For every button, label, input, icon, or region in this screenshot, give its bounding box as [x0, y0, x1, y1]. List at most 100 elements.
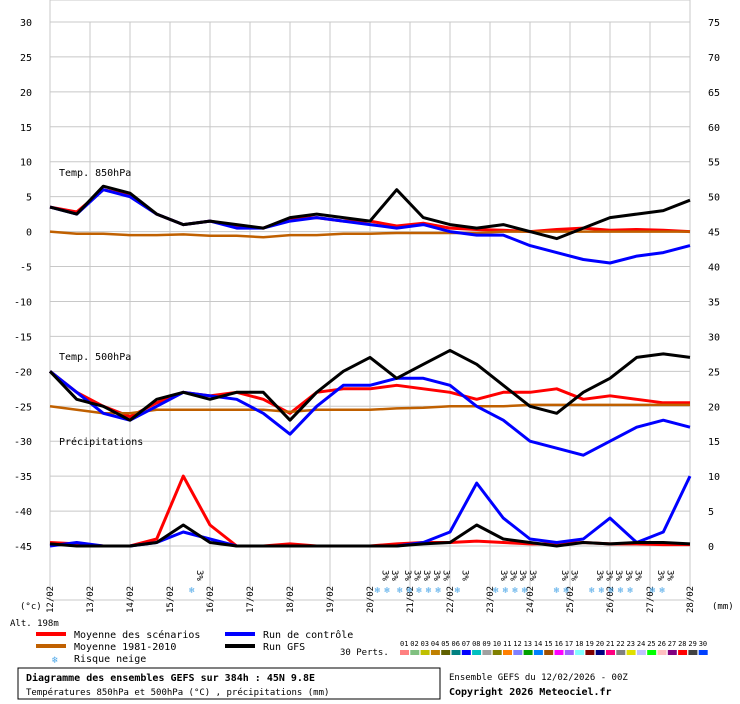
- perturbation-swatch: [626, 650, 636, 655]
- perturbation-swatch: [606, 650, 615, 655]
- right-tick-label: 55: [708, 158, 720, 169]
- snowflake-icon: ❄: [554, 586, 560, 596]
- snow-risk-label: 3%: [559, 570, 569, 581]
- perturbation-swatch: [441, 650, 451, 655]
- perturbation-swatch: [533, 650, 543, 655]
- snow-risk-label: 3%: [604, 570, 614, 581]
- perturbation-swatch: [688, 650, 698, 655]
- legend-snow: Risque neige: [74, 654, 146, 665]
- snowflake-icon: ❄: [435, 586, 441, 596]
- perturbation-swatch: [430, 650, 440, 655]
- date-label: 26/02: [606, 586, 616, 613]
- right-tick-label: 15: [708, 437, 720, 448]
- date-label: 13/02: [86, 586, 96, 613]
- legend-clim: Moyenne 1981-2010: [74, 642, 176, 653]
- left-tick-label: -15: [14, 332, 32, 343]
- snow-risk-label: 3%: [412, 570, 422, 581]
- perturbation-swatch: [698, 650, 708, 655]
- snow-risk-label: 3%: [440, 570, 450, 581]
- date-label: 19/02: [326, 586, 336, 613]
- left-tick-label: -5: [20, 263, 32, 274]
- perturbation-id: 19: [585, 640, 593, 648]
- left-tick-label: 30: [20, 18, 32, 29]
- series-moyenne-1981-2010-t500: [49, 403, 690, 415]
- perturbation-id: 17: [565, 640, 573, 648]
- perturbation-id: 25: [647, 640, 655, 648]
- perturbation-swatch: [461, 650, 471, 655]
- date-label: 16/02: [206, 586, 216, 613]
- right-tick-label: 0: [708, 542, 714, 553]
- perturbation-swatch: [554, 650, 564, 655]
- perturbation-swatch: [657, 650, 667, 655]
- perturbation-id: 08: [472, 640, 480, 648]
- snowflake-icon: ❄: [503, 586, 509, 596]
- snowflake-icon: ❄: [659, 586, 665, 596]
- series-moyenne-des-sc-narios-t500: [49, 370, 690, 419]
- snow-risk-label: 3%: [380, 570, 390, 581]
- left-tick-label: 20: [20, 88, 32, 99]
- right-tick-label: 10: [708, 472, 720, 483]
- perturbation-id: 26: [658, 640, 666, 648]
- right-tick-label: 40: [708, 263, 720, 274]
- date-label: 27/02: [646, 586, 656, 613]
- altitude-label: Alt. 198m: [10, 619, 59, 629]
- snow-risk-label: 3%: [389, 570, 399, 581]
- snowflake-icon: ❄: [416, 586, 422, 596]
- footer: Alt. 198m Moyenne des scénarios Moyenne …: [10, 619, 708, 700]
- perturbation-swatch: [523, 650, 533, 655]
- perturbation-swatch: [513, 650, 523, 655]
- perturbation-legend: 01 02 03 04 05 06 07 08 09 10 11 12 13 14 15 16 17 18 19 20…: [400, 640, 708, 655]
- title-line2: Températures 850hPa et 500hPa (°C) , pré…: [26, 687, 329, 698]
- right-tick-label: 25: [708, 367, 720, 378]
- snowflake-icon: ❄: [384, 586, 390, 596]
- left-tick-label: 10: [20, 158, 32, 169]
- perturbation-id: 03: [421, 640, 429, 648]
- perturbation-swatch: [585, 650, 595, 655]
- perturbation-swatch: [503, 650, 512, 655]
- perturbation-id: 21: [606, 640, 614, 648]
- series-run-de-contr-le-t500: [49, 370, 691, 457]
- snowflake-icon: ❄: [375, 586, 381, 596]
- snowflake-icon: ❄: [563, 586, 569, 596]
- legend-swatch-control: [225, 632, 255, 636]
- perturbation-swatch: [595, 650, 605, 655]
- perturbation-id: 14: [534, 640, 542, 648]
- label-precip: Précipitations: [59, 436, 143, 448]
- snowflake-icon: ❄: [589, 586, 595, 596]
- date-label: 25/02: [566, 586, 576, 613]
- left-tick-label: -20: [14, 367, 32, 378]
- perturbation-swatch: [544, 650, 554, 655]
- right-tick-label: 5: [708, 507, 714, 518]
- perturbation-swatch: [636, 650, 646, 655]
- snowflake-icon: ❄: [189, 586, 195, 596]
- date-label: 23/02: [486, 586, 496, 613]
- snow-risk-label: 3%: [431, 570, 441, 581]
- left-tick-label: 0: [26, 228, 32, 239]
- perturbation-id: 12: [513, 640, 521, 648]
- perturbation-id: 10: [493, 640, 501, 648]
- label-t850: Temp. 850hPa: [59, 168, 131, 179]
- perturbation-id: 06: [452, 640, 460, 648]
- right-tick-label: 35: [708, 297, 720, 308]
- perturbation-id: 24: [637, 640, 645, 648]
- left-tick-label: 5: [26, 193, 32, 204]
- snowflake-icon: ❄: [407, 586, 413, 596]
- perturbation-swatch: [492, 650, 502, 655]
- snow-risk-label: 3%: [655, 570, 665, 581]
- perturbation-id: 13: [524, 640, 532, 648]
- perturbation-swatch: [647, 650, 657, 655]
- snowflake-icon: ❄: [650, 586, 656, 596]
- snow-risk-label: 3%: [508, 570, 518, 581]
- copyright: Copyright 2026 Meteociel.fr: [449, 686, 612, 698]
- snow-risk-label: 3%: [664, 570, 674, 581]
- snow-risk-label: 3%: [527, 570, 537, 581]
- right-tick-label: 50: [708, 193, 720, 204]
- perturbation-swatch: [482, 650, 492, 655]
- snow-risk-label: 3%: [632, 570, 642, 581]
- date-label: 22/02: [446, 586, 456, 613]
- chart-series: [48, 184, 692, 548]
- right-tick-label: 30: [708, 332, 720, 343]
- snowflake-icon: ❄: [522, 586, 528, 596]
- left-unit: (°c): [20, 602, 42, 612]
